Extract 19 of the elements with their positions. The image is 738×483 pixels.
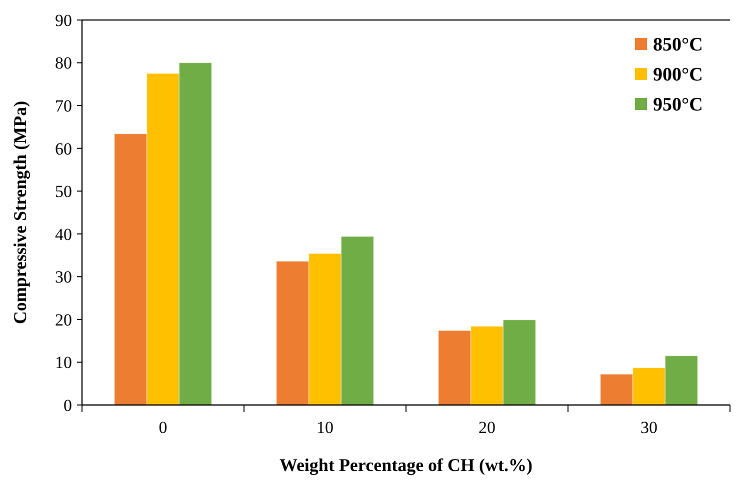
y-tick-label: 10 [55,353,72,372]
y-tick-label: 20 [55,310,72,330]
y-tick-label: 70 [55,96,72,116]
y-tick-label: 50 [55,182,72,202]
x-tick-label: 10 [316,418,334,437]
legend-label: 850°C [653,34,703,56]
y-tick-label: 80 [55,54,72,73]
legend-label: 900°C [653,64,703,86]
y-tick-label: 30 [55,268,72,287]
x-tick-label: 20 [478,418,496,437]
x-axis-title: Weight Percentage of CH (wt.%) [279,455,533,475]
y-tick-label: 90 [55,10,72,30]
y-axis-title: Compressive Strength (MPa) [10,100,30,324]
y-tick-label: 40 [55,224,72,244]
y-tick-label: 0 [64,396,72,415]
x-tick-label: 30 [640,418,658,437]
legend-label: 950°C [653,94,703,116]
y-tick-label: 60 [55,139,72,158]
x-tick-label: 0 [158,418,168,437]
